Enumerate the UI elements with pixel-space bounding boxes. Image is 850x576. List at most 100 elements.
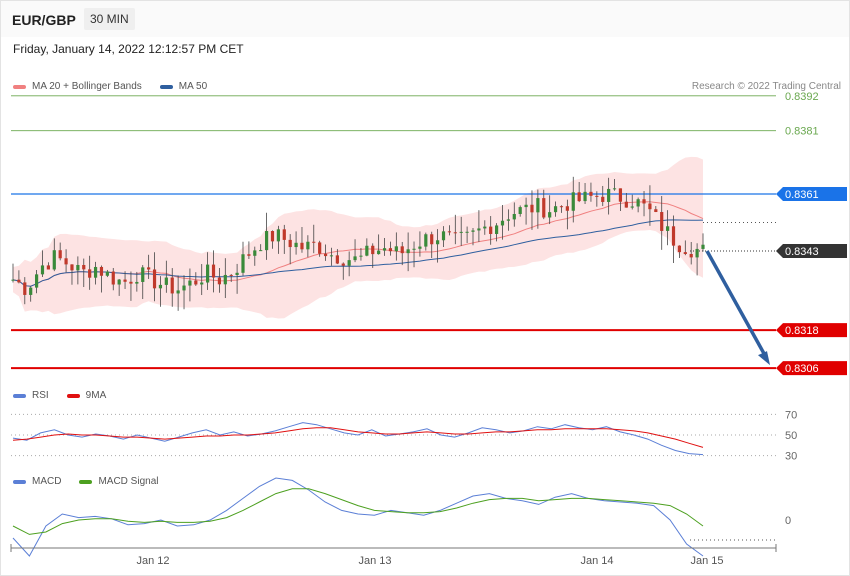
candle-body — [194, 280, 198, 285]
candle-body — [559, 206, 564, 208]
candle-body — [111, 271, 115, 285]
candle-body — [441, 231, 446, 241]
x-tick-label-2: Jan 14 — [580, 555, 613, 567]
legend-label-rsi: RSI — [32, 390, 49, 401]
forecast-arrow-shaft — [705, 250, 768, 359]
candle-body — [206, 264, 210, 283]
candle-body — [335, 255, 339, 264]
level-tag-label-3: 0.8343 — [785, 246, 819, 258]
candle-body — [489, 226, 493, 234]
candle-body — [494, 225, 499, 234]
legend-swatch-ma20 — [13, 84, 26, 89]
candle-body — [294, 242, 298, 248]
candle-body — [217, 277, 222, 285]
candle-body — [259, 250, 263, 252]
macd-line — [12, 477, 704, 557]
candle-body — [29, 287, 33, 295]
candle-body — [200, 282, 204, 285]
level-tag-2 — [776, 187, 847, 201]
candle-body — [17, 279, 21, 283]
x-tick-label-3: Jan 15 — [690, 555, 723, 567]
candle-body — [117, 279, 121, 285]
candle-body — [465, 231, 469, 233]
level-label-0: 0.8392 — [785, 91, 819, 103]
candle-body — [288, 239, 292, 248]
candle-body — [583, 191, 587, 202]
legend-swatch-macd — [13, 479, 26, 484]
candle-body — [589, 191, 593, 196]
candle-body — [341, 263, 345, 266]
level-tag-label-4: 0.8318 — [785, 325, 819, 337]
candle-body — [524, 204, 528, 208]
candle-body — [329, 255, 334, 257]
candle-body — [135, 281, 139, 284]
candle-body — [264, 231, 269, 251]
candle-body — [147, 267, 151, 270]
candle-body — [359, 255, 363, 257]
level-tag-5 — [776, 361, 847, 376]
candle-body — [129, 281, 133, 284]
legend-label-9ma: 9MA — [85, 390, 107, 401]
candle-body — [105, 271, 109, 276]
candle-body — [394, 246, 398, 252]
candle-body — [636, 199, 640, 207]
candle-body — [612, 188, 617, 190]
candle-body — [424, 234, 428, 247]
candle-body — [406, 249, 410, 254]
candle-body — [388, 248, 393, 252]
candle-body — [353, 256, 357, 261]
candle-body — [93, 266, 98, 278]
currency-pair: EUR/GBP — [12, 12, 76, 28]
candle-body — [282, 229, 286, 240]
candle-body — [624, 201, 628, 208]
x-tick-label-1: Jan 13 — [358, 555, 391, 567]
legend-swatch-macd-signal — [79, 479, 93, 484]
candle-body — [536, 198, 540, 213]
candle-body — [565, 206, 569, 211]
level-tag-label-5: 0.8306 — [785, 363, 819, 375]
candle-body — [412, 248, 416, 250]
timeframe-button[interactable]: 30 MIN — [84, 8, 135, 30]
candle-body — [323, 253, 328, 257]
candle-body — [152, 269, 157, 289]
bollinger-band — [13, 156, 703, 319]
candle-body — [306, 241, 310, 250]
candle-body — [530, 204, 534, 213]
rsi-legend: RSI 9MA — [13, 390, 106, 401]
candle-body — [553, 206, 558, 213]
candle-body — [654, 209, 658, 213]
candle-body — [542, 198, 546, 218]
candle-body — [400, 246, 404, 254]
candle-body — [229, 274, 233, 276]
macd-tick-0: 0 — [785, 515, 791, 527]
candle-body — [618, 188, 623, 202]
candle-body — [671, 226, 676, 246]
rsi-tick-50: 50 — [785, 430, 797, 442]
candle-body — [430, 234, 434, 245]
candle-body — [477, 228, 481, 231]
rsi-tick-70: 70 — [785, 409, 797, 421]
level-tag-3 — [776, 244, 847, 258]
candle-body — [241, 254, 245, 273]
candle-body — [52, 250, 56, 270]
candle-body — [188, 280, 192, 286]
candle-body — [82, 264, 86, 270]
candle-body — [99, 266, 104, 276]
candle-body — [577, 192, 581, 202]
candle-body — [377, 250, 381, 255]
candle-body — [270, 231, 275, 242]
candle-body — [701, 244, 705, 249]
candle-body — [76, 264, 80, 271]
candle-body — [276, 229, 280, 242]
candle-body — [447, 231, 452, 233]
candle-body — [176, 290, 180, 294]
candle-body — [483, 226, 487, 229]
research-credit: Research © 2022 Trading Central — [691, 81, 841, 92]
candle-body — [418, 246, 422, 249]
candle-body — [253, 250, 257, 256]
candle-body — [247, 254, 251, 256]
candle-body — [677, 245, 682, 253]
candle-body — [300, 242, 304, 250]
candle-body — [518, 207, 522, 214]
candle-body — [571, 192, 575, 211]
